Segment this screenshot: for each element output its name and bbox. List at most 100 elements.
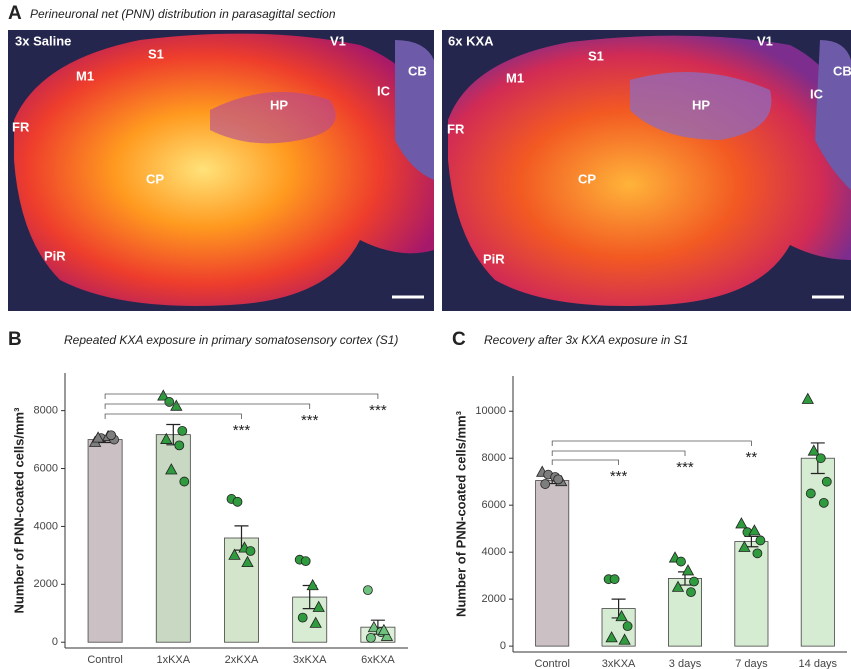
data-point (91, 431, 105, 443)
data-point (755, 535, 766, 546)
region-label: 3x Saline (15, 33, 71, 48)
panel-title: Repeated KXA exposure in primary somatos… (64, 333, 398, 347)
region-label: CB (408, 63, 427, 78)
bar (87, 439, 123, 643)
significance-label: *** (369, 402, 387, 419)
bar (155, 434, 191, 643)
data-point (605, 631, 618, 643)
data-point (615, 609, 628, 622)
data-point (312, 600, 325, 612)
panel-letter: B (8, 329, 22, 350)
region-label: FR (12, 119, 30, 134)
x-tick-label: Control (87, 654, 122, 666)
y-tick-label: 4000 (482, 546, 506, 558)
data-point (365, 632, 376, 643)
data-point (671, 580, 685, 592)
data-point (177, 425, 188, 436)
data-point (748, 524, 761, 536)
data-point (228, 548, 241, 560)
y-tick-label: 8000 (34, 405, 58, 417)
significance-bracket (104, 393, 379, 399)
data-point (609, 574, 620, 585)
data-point (380, 629, 394, 641)
significance-label: *** (233, 422, 251, 439)
data-point (553, 474, 564, 485)
data-point (170, 399, 183, 411)
region-label: S1 (588, 48, 604, 63)
data-point (160, 432, 173, 444)
region-label: HP (270, 97, 288, 112)
x-tick-label: 2xKXA (225, 654, 259, 666)
panel-a-images (8, 30, 851, 311)
panel-letter: A (8, 3, 22, 24)
bar (800, 457, 835, 647)
data-point (540, 479, 551, 489)
x-tick-label: 3xKXA (293, 654, 327, 666)
data-point (306, 578, 319, 591)
y-tick-label: 10000 (475, 405, 506, 417)
y-tick-label: 2000 (482, 593, 506, 605)
y-tick-label: 0 (52, 636, 58, 648)
data-point (367, 620, 381, 633)
data-point (821, 476, 832, 487)
data-point (752, 548, 763, 559)
x-tick-label: 6xKXA (361, 654, 395, 666)
bar (535, 480, 570, 647)
y-axis-label: Number of PNN-coated cells/mm³ (11, 407, 26, 614)
x-tick-label: 7 days (735, 658, 768, 669)
data-point (165, 463, 178, 475)
y-tick-label: 6000 (482, 499, 506, 511)
bar (734, 541, 769, 647)
data-point (818, 497, 829, 508)
region-label: M1 (76, 68, 94, 83)
y-tick-label: 8000 (482, 452, 506, 464)
x-tick-label: 1xKXA (156, 654, 190, 666)
region-label: IC (810, 86, 824, 101)
significance-bracket (551, 440, 752, 446)
data-point (815, 453, 826, 464)
significance-bracket (104, 403, 311, 409)
y-axis-label: Number of PNN-coated cells/mm³ (453, 410, 468, 617)
region-label: CP (578, 171, 596, 186)
data-point (309, 616, 322, 628)
region-label: IC (377, 83, 391, 98)
data-point (157, 389, 170, 401)
significance-bracket (104, 413, 242, 419)
x-tick-label: Control (534, 658, 569, 669)
data-point (164, 397, 175, 407)
significance-label: *** (610, 468, 628, 485)
region-label: S1 (148, 46, 164, 61)
bar (224, 537, 259, 643)
data-point (618, 633, 631, 645)
data-point (179, 476, 190, 487)
region-label: FR (447, 121, 465, 136)
region-label: CP (146, 171, 164, 186)
significance-label: *** (301, 412, 319, 429)
hippocampus (630, 72, 772, 140)
cerebellum (815, 40, 851, 190)
data-point (676, 556, 686, 567)
data-point (362, 585, 373, 596)
data-point (106, 430, 116, 441)
region-label: M1 (506, 70, 524, 85)
region-label: PiR (44, 248, 66, 263)
data-point (232, 496, 243, 507)
data-point (735, 517, 748, 529)
panel-title: Perineuronal net (PNN) distribution in p… (30, 7, 336, 21)
y-tick-label: 4000 (34, 520, 58, 532)
data-point (805, 488, 816, 499)
y-tick-label: 2000 (34, 578, 58, 590)
data-point (689, 576, 699, 587)
x-tick-label: 3xKXA (602, 658, 636, 669)
data-point (622, 621, 633, 632)
data-point (241, 555, 254, 568)
data-point (801, 392, 814, 404)
region-label: PiR (483, 251, 505, 266)
region-label: HP (692, 97, 710, 112)
panel-letter: C (452, 329, 466, 350)
hippocampus (210, 92, 336, 144)
y-tick-label: 0 (500, 640, 506, 652)
significance-bracket (551, 459, 619, 465)
data-point (686, 587, 696, 598)
